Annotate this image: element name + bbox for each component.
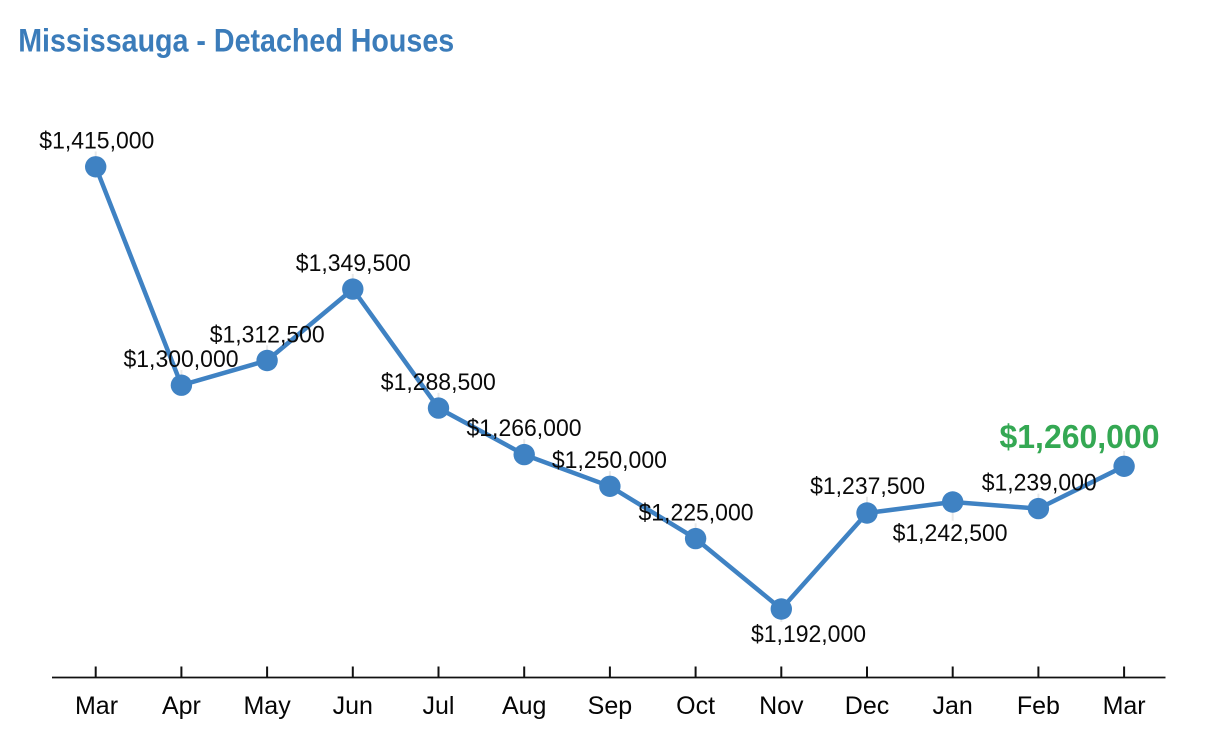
svg-text:May: May: [243, 692, 291, 720]
svg-text:Apr: Apr: [162, 692, 201, 720]
svg-text:Mississauga - Detached Houses: Mississauga - Detached Houses: [18, 22, 454, 58]
svg-text:$1,312,500: $1,312,500: [210, 321, 325, 348]
svg-text:$1,300,000: $1,300,000: [124, 346, 239, 373]
svg-text:$1,239,000: $1,239,000: [982, 470, 1097, 497]
svg-text:Aug: Aug: [502, 692, 546, 720]
svg-text:$1,237,500: $1,237,500: [810, 473, 925, 500]
svg-text:$1,192,000: $1,192,000: [751, 621, 866, 648]
svg-text:$1,266,000: $1,266,000: [467, 415, 582, 442]
svg-text:Dec: Dec: [845, 692, 889, 720]
svg-text:$1,349,500: $1,349,500: [296, 250, 411, 277]
svg-text:$1,288,500: $1,288,500: [381, 369, 496, 396]
svg-text:Sep: Sep: [588, 692, 632, 720]
svg-text:Jan: Jan: [933, 692, 973, 720]
svg-text:Feb: Feb: [1017, 692, 1060, 720]
svg-text:Mar: Mar: [75, 692, 118, 720]
svg-text:$1,242,500: $1,242,500: [893, 520, 1008, 547]
svg-text:Oct: Oct: [676, 692, 715, 720]
svg-text:$1,415,000: $1,415,000: [39, 128, 154, 155]
svg-text:Nov: Nov: [759, 692, 804, 720]
svg-text:$1,260,000: $1,260,000: [1000, 419, 1160, 456]
svg-text:Mar: Mar: [1103, 692, 1146, 720]
svg-text:$1,225,000: $1,225,000: [639, 499, 754, 526]
svg-text:Jul: Jul: [423, 692, 455, 720]
svg-text:$1,250,000: $1,250,000: [552, 447, 667, 474]
svg-text:Jun: Jun: [333, 692, 373, 720]
